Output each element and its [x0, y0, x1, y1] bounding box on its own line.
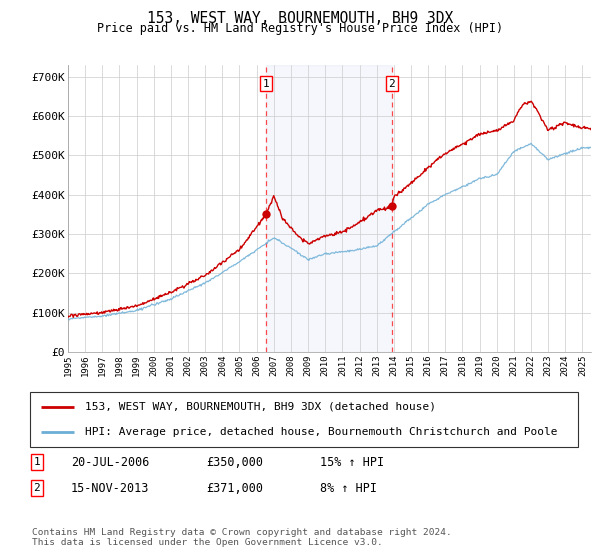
Text: Contains HM Land Registry data © Crown copyright and database right 2024.
This d: Contains HM Land Registry data © Crown c…	[32, 528, 452, 548]
Text: 1: 1	[263, 78, 269, 88]
Text: 2: 2	[34, 483, 40, 493]
Text: £350,000: £350,000	[206, 455, 263, 469]
Text: Price paid vs. HM Land Registry's House Price Index (HPI): Price paid vs. HM Land Registry's House …	[97, 22, 503, 35]
Text: £371,000: £371,000	[206, 482, 263, 494]
Text: 8% ↑ HPI: 8% ↑ HPI	[320, 482, 377, 494]
Text: HPI: Average price, detached house, Bournemouth Christchurch and Poole: HPI: Average price, detached house, Bour…	[85, 427, 557, 437]
Text: 1: 1	[34, 457, 40, 467]
Text: 20-JUL-2006: 20-JUL-2006	[71, 455, 149, 469]
Bar	[266, 65, 392, 352]
Text: 153, WEST WAY, BOURNEMOUTH, BH9 3DX (detached house): 153, WEST WAY, BOURNEMOUTH, BH9 3DX (det…	[85, 402, 436, 412]
FancyBboxPatch shape	[30, 392, 578, 447]
Text: 15-NOV-2013: 15-NOV-2013	[71, 482, 149, 494]
Text: 15% ↑ HPI: 15% ↑ HPI	[320, 455, 384, 469]
Text: 2: 2	[388, 78, 395, 88]
Text: 153, WEST WAY, BOURNEMOUTH, BH9 3DX: 153, WEST WAY, BOURNEMOUTH, BH9 3DX	[147, 11, 453, 26]
